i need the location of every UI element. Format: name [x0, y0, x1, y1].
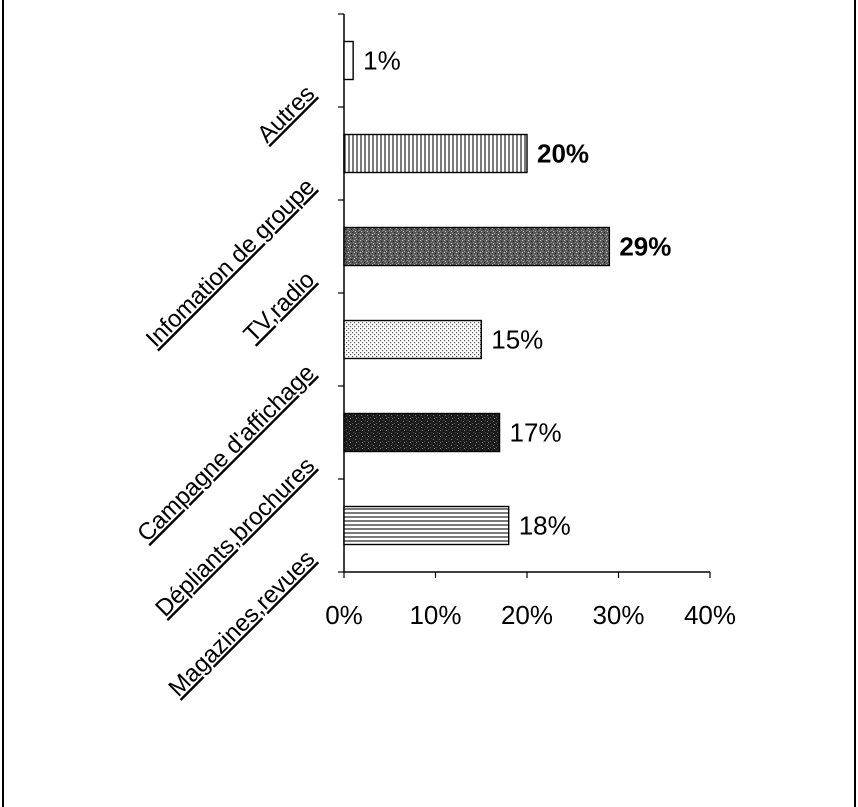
bar-5: [343, 412, 501, 453]
bar-6: [343, 505, 510, 546]
bar-1: [343, 40, 354, 81]
x-tick-label: 10%: [409, 600, 461, 630]
bar-3: [343, 226, 611, 267]
category-label: Dépliants,brochures: [150, 452, 320, 622]
data-label: 18%: [519, 511, 571, 541]
bar-4: [343, 319, 482, 360]
data-label: 15%: [491, 325, 543, 355]
data-label: 20%: [537, 139, 589, 169]
data-label: 1%: [363, 46, 401, 76]
bar-2: [343, 133, 528, 174]
axes-group: [338, 13, 711, 578]
x-tick-label: 40%: [684, 600, 736, 630]
category-label: Campagne d'affichage: [132, 359, 320, 547]
category-label: Autres: [252, 80, 320, 148]
data-label: 29%: [619, 232, 671, 262]
data-label: 17%: [510, 418, 562, 448]
x-tick-label: 20%: [501, 600, 553, 630]
x-tick-label: 0%: [325, 600, 363, 630]
category-label: Infomation de groupe: [141, 173, 320, 352]
bars-group: [343, 40, 611, 546]
category-label: TV,radio: [239, 266, 321, 348]
x-tick-label: 30%: [592, 600, 644, 630]
